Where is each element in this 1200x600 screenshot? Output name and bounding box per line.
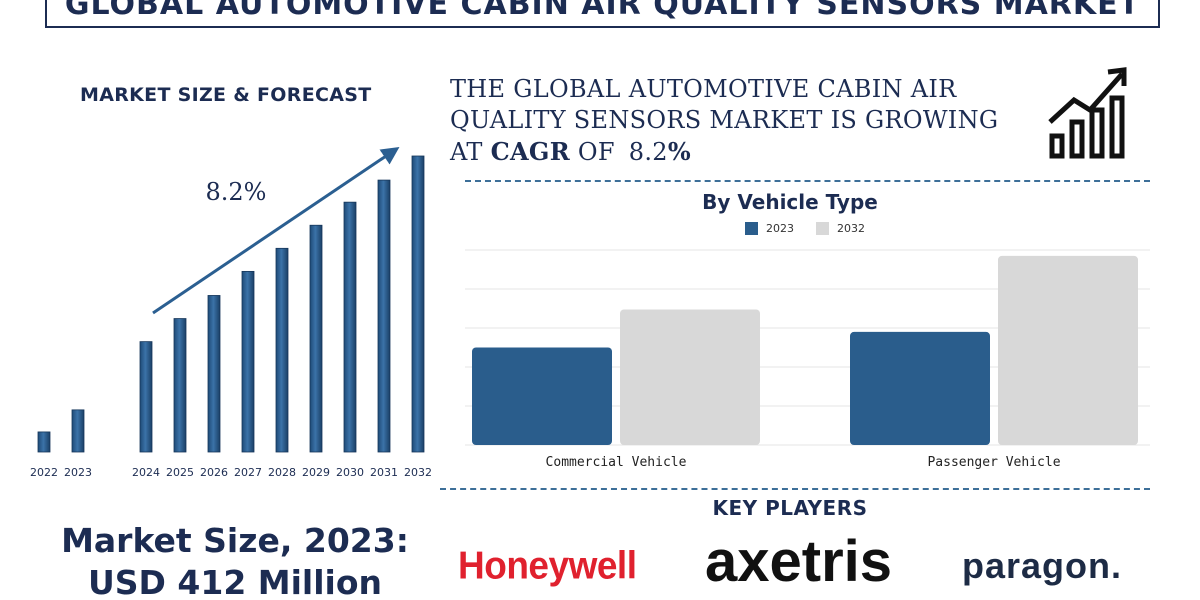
divider-bottom [440, 488, 1150, 490]
headline-cagr-value: 8.2 [628, 138, 668, 166]
forecast-bar-2025 [173, 318, 187, 453]
forecast-tick-2031: 2031 [370, 466, 398, 479]
vehicle-bar-commercial-vehicle-2023 [472, 347, 612, 445]
legend-item-2023: 2023 [745, 222, 794, 235]
vehicle-type-bar-chart: Commercial Vehicle Passenger Vehicle [465, 249, 1150, 470]
forecast-tick-2024: 2024 [132, 466, 160, 479]
forecast-tick-2032: 2032 [404, 466, 432, 479]
headline-line-2: QUALITY SENSORS MARKET IS GROWING [450, 106, 999, 134]
legend-label-2032: 2032 [837, 222, 865, 235]
vehicle-category-label-passenger-vehicle: Passenger Vehicle [927, 455, 1060, 470]
forecast-tick-2028: 2028 [268, 466, 296, 479]
headline-cagr: CAGR [490, 137, 570, 166]
growth-chart-icon [1048, 67, 1127, 159]
legend-item-2032: 2032 [816, 222, 865, 235]
forecast-tick-2030: 2030 [336, 466, 364, 479]
forecast-tick-2025: 2025 [166, 466, 194, 479]
forecast-bar-2028 [275, 247, 289, 453]
forecast-bar-2029 [309, 224, 323, 453]
headline-line-1: THE GLOBAL AUTOMOTIVE CABIN AIR [450, 75, 957, 103]
market-size-callout: Market Size, 2023: USD 412 Million [55, 520, 415, 600]
forecast-bar-2026 [207, 295, 221, 453]
cagr-headline: THE GLOBAL AUTOMOTIVE CABIN AIR QUALITY … [450, 74, 1010, 168]
vehicle-bar-commercial-vehicle-2032 [620, 309, 760, 445]
forecast-tick-2022: 2022 [30, 466, 58, 479]
headline-percent: % [667, 137, 691, 166]
forecast-bar-2024 [139, 341, 153, 453]
legend-swatch-2032 [816, 222, 829, 235]
forecast-tick-2023: 2023 [64, 466, 92, 479]
vehicle-type-legend: 2023 2032 [745, 222, 865, 235]
vehicle-bar-passenger-vehicle-2032 [998, 255, 1138, 445]
headline-of: OF [577, 138, 615, 166]
honeywell-logo: Honeywell [458, 543, 637, 587]
market-size-value: USD 412 Million [87, 563, 383, 600]
forecast-bar-chart: 2022 2023 2024 2025 2026 2027 2028 2029 2030 2031… [30, 146, 432, 479]
forecast-bar-2023 [71, 409, 85, 453]
forecast-bar-2022 [37, 431, 51, 453]
forecast-tick-2029: 2029 [302, 466, 330, 479]
paragon-logo: paragon. [962, 545, 1123, 586]
growth-trend-arrow [152, 146, 400, 315]
market-size-forecast-heading: MARKET SIZE & FORECAST [80, 84, 372, 106]
legend-label-2023: 2023 [766, 222, 794, 235]
headline-at: AT [450, 138, 483, 166]
legend-swatch-2023 [745, 222, 758, 235]
vehicle-type-chart-title: By Vehicle Type [702, 190, 878, 214]
axetris-logo: axetris [705, 529, 893, 594]
forecast-tick-2026: 2026 [200, 466, 228, 479]
forecast-tick-2027: 2027 [234, 466, 262, 479]
forecast-bar-2030 [343, 201, 357, 453]
forecast-bar-2032 [411, 155, 425, 453]
headline-line-3: AT CAGR OF 8.2% [450, 136, 1010, 168]
forecast-cagr-annotation: 8.2% [206, 178, 267, 206]
vehicle-category-label-commercial-vehicle: Commercial Vehicle [546, 455, 687, 470]
title-banner: GLOBAL AUTOMOTIVE CABIN AIR QUALITY SENS… [45, 0, 1160, 28]
market-size-label: Market Size, 2023: [61, 521, 409, 560]
forecast-bar-2031 [377, 179, 391, 453]
forecast-bar-2027 [241, 270, 255, 453]
key-players-heading: KEY PLAYERS [712, 496, 868, 520]
page-title: GLOBAL AUTOMOTIVE CABIN AIR QUALITY SENS… [64, 0, 1141, 22]
vehicle-bar-passenger-vehicle-2023 [850, 331, 990, 445]
divider-top [465, 180, 1150, 182]
